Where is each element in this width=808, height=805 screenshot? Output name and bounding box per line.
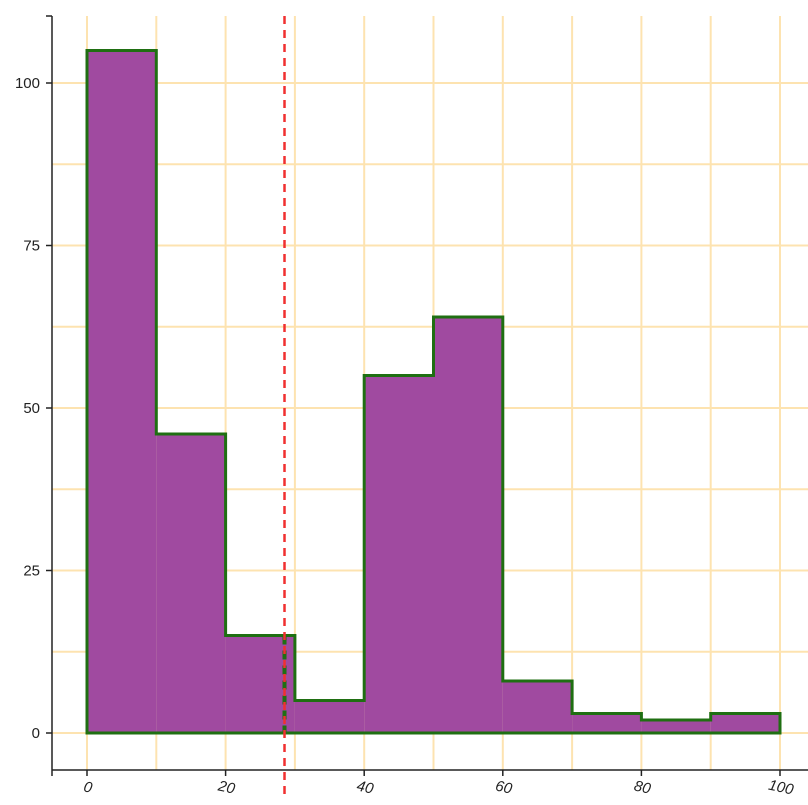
x-tick-label: 100 [767, 777, 796, 799]
y-tick-label: 25 [23, 563, 40, 580]
histogram-bar [433, 317, 503, 733]
histogram-outline [85, 49, 782, 735]
x-tick-label: 80 [632, 778, 652, 798]
histogram-bar [294, 700, 365, 733]
x-tick-label: 60 [494, 778, 514, 798]
histogram-bar [641, 720, 711, 733]
bars-layer [85, 49, 782, 735]
histogram-bar [87, 50, 157, 733]
y-tick-label: 75 [23, 238, 40, 255]
histogram-bar [502, 681, 573, 733]
y-tick-label: 50 [23, 400, 40, 417]
histogram-bar [710, 713, 780, 733]
x-tick-label: 20 [216, 777, 237, 797]
y-tick-label: 0 [32, 725, 40, 742]
histogram-bar [156, 434, 226, 733]
x-tick-label: 40 [355, 778, 375, 798]
x-tick-label: 0 [82, 778, 94, 796]
y-tick-label: 100 [15, 75, 40, 92]
histogram-bar [364, 375, 434, 733]
axis-layer [46, 15, 808, 776]
histogram-bar [572, 713, 642, 733]
labels-layer: 0 25 50 75 100 0 20 40 60 80 100 [15, 75, 796, 799]
